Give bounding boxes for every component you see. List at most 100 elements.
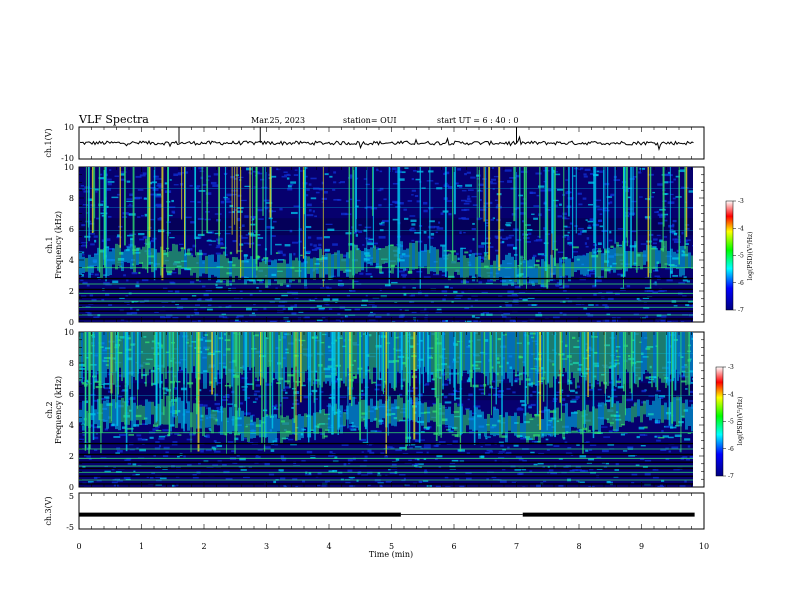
- spec-emission: [121, 397, 124, 423]
- spec-speckle: [657, 213, 664, 216]
- spec-emission: [328, 403, 331, 433]
- spec-speckle: [345, 232, 352, 235]
- spec-emission: [424, 402, 427, 429]
- spec-speckle: [627, 196, 631, 199]
- spec-speckle: [418, 393, 423, 396]
- spec-upper-haze: [79, 332, 81, 382]
- spec-speckle: [471, 228, 476, 231]
- spec-speckle: [184, 216, 192, 219]
- spec-speckle: [423, 443, 431, 446]
- spec-speckle: [480, 313, 485, 316]
- spec-speckle: [685, 458, 691, 461]
- spec-speckle: [626, 285, 631, 288]
- spec-speckle: [673, 178, 677, 181]
- spec-speckle: [417, 420, 425, 424]
- spec-speckle: [585, 274, 591, 277]
- spec-speckle: [247, 243, 255, 245]
- spec-speckle: [273, 406, 277, 410]
- spec-speckle: [457, 257, 460, 261]
- spec-speckle: [287, 307, 294, 311]
- spec-upper-haze: [613, 332, 615, 386]
- spec-upper-haze: [475, 332, 477, 373]
- spec-speckle: [632, 175, 638, 178]
- spec-speckle: [617, 378, 621, 381]
- spec-speckle: [689, 456, 693, 459]
- spec-speckle: [154, 311, 159, 313]
- spec-speckle: [505, 222, 512, 224]
- spec-speckle: [597, 208, 603, 211]
- spec-speckle: [553, 445, 560, 447]
- spec-upper-haze: [557, 332, 559, 377]
- spec-speckle: [244, 215, 249, 218]
- spec-speckle: [472, 384, 479, 388]
- spec-speckle: [290, 211, 298, 215]
- spec-emission: [124, 249, 127, 263]
- spec-speckle: [255, 397, 258, 401]
- spec-speckle: [447, 186, 453, 189]
- spec-emission: [289, 419, 292, 435]
- spec-speckle: [516, 408, 524, 411]
- spec-speckle: [205, 448, 212, 452]
- spec-speckle: [197, 233, 205, 237]
- spec-speckle: [81, 224, 86, 227]
- spec-speckle: [638, 171, 642, 174]
- ch1-waveform-panel: 10 -10 ch.1(V): [44, 123, 705, 163]
- spec-speckle: [254, 390, 260, 393]
- spec-speckle: [448, 213, 452, 216]
- spec-emission: [340, 253, 343, 271]
- spec-emission: [127, 405, 130, 425]
- spec-upper-haze: [643, 332, 645, 375]
- spec-speckle: [446, 200, 453, 202]
- spec-speckle: [522, 459, 527, 462]
- spec-speckle: [654, 281, 657, 284]
- spec-speckle: [537, 253, 545, 256]
- spec-speckle: [436, 187, 443, 190]
- spec-speckle: [426, 427, 430, 430]
- spec-speckle: [438, 221, 441, 224]
- spec-speckle: [113, 436, 121, 438]
- spec-speckle: [164, 182, 168, 185]
- spec-speckle: [626, 398, 633, 402]
- spec-emission: [247, 258, 250, 282]
- spec-speckle: [568, 382, 573, 385]
- ch2-colorbar: [715, 366, 724, 477]
- spec-upper-haze: [301, 332, 303, 387]
- spec-speckle: [654, 435, 657, 438]
- spec-speckle: [441, 274, 447, 277]
- spec-speckle: [368, 443, 372, 446]
- spec-speckle: [167, 214, 173, 217]
- spec-speckle: [662, 435, 669, 438]
- spec-speckle: [526, 281, 531, 284]
- spec-speckle: [687, 445, 691, 448]
- spec-upper-haze: [277, 332, 279, 381]
- spec-speckle: [116, 234, 120, 238]
- spec-speckle: [364, 226, 372, 229]
- spec-speckle: [597, 242, 602, 246]
- spec-speckle: [370, 275, 373, 278]
- spec-speckle: [107, 182, 112, 186]
- spec-upper-haze: [555, 332, 557, 379]
- spec-speckle: [530, 403, 536, 407]
- spec-speckle: [348, 462, 351, 465]
- spec-speckle: [292, 241, 299, 244]
- spec-speckle: [112, 280, 119, 284]
- spec-speckle: [115, 478, 120, 481]
- spec-upper-haze: [521, 332, 523, 381]
- spec-emission: [565, 403, 568, 434]
- spec-speckle: [159, 477, 167, 480]
- spec-emission: [196, 403, 199, 429]
- spec-upper-haze: [121, 332, 123, 382]
- spec-speckle: [588, 224, 591, 227]
- spec-speckle: [316, 236, 323, 240]
- spec-speckle: [545, 438, 549, 441]
- spec-speckle: [321, 201, 324, 203]
- spec-speckle: [428, 170, 434, 173]
- spec-upper-haze: [83, 332, 85, 368]
- spec-speckle: [173, 173, 179, 177]
- spec-speckle: [169, 424, 175, 427]
- spec-upper-haze: [553, 332, 555, 377]
- spec-speckle: [559, 311, 563, 314]
- spec-speckle: [391, 463, 397, 466]
- spec-speckle: [588, 448, 593, 451]
- spec-speckle: [479, 384, 484, 387]
